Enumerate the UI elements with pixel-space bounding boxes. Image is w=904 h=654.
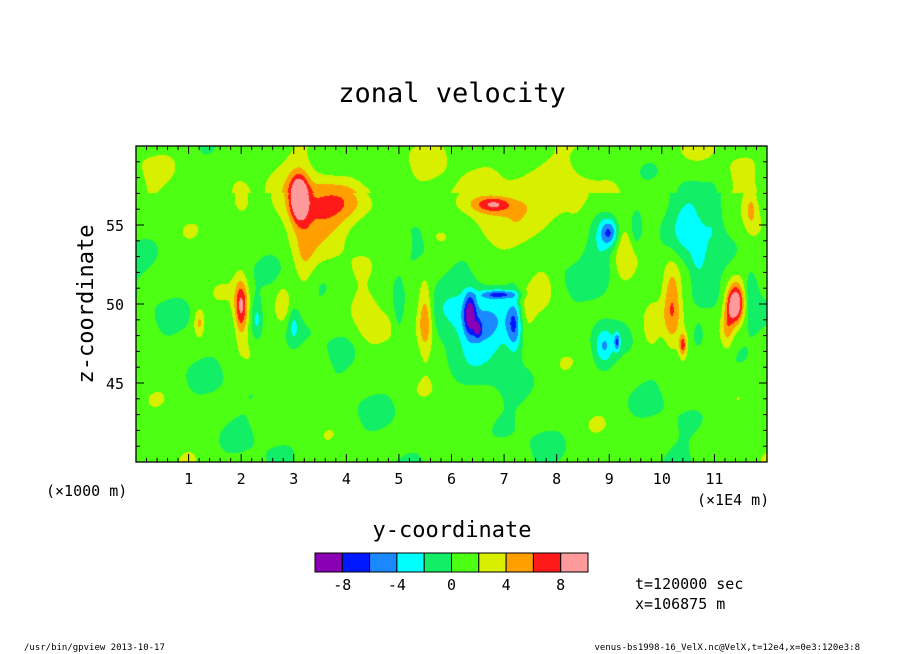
colorbar-swatch — [560, 552, 589, 573]
x-tick-label: 11 — [705, 470, 723, 488]
y-tick-label: 45 — [106, 375, 124, 393]
colorbar-swatch — [314, 552, 343, 573]
position-info: x=106875 m — [635, 595, 725, 613]
x-tick-label: 6 — [447, 470, 456, 488]
colorbar-label: -4 — [388, 576, 406, 594]
colorbar-swatch — [369, 552, 398, 573]
x-tick-label: 5 — [394, 470, 403, 488]
heatmap-field — [136, 146, 767, 462]
colorbar-swatch — [478, 552, 507, 573]
footer-left: /usr/bin/gpview 2013-10-17 — [24, 643, 165, 653]
x-tick-label: 3 — [289, 470, 298, 488]
colorbar-label: 4 — [502, 576, 511, 594]
colorbar-swatch — [451, 552, 480, 573]
chart-title: zonal velocity — [338, 78, 566, 109]
colorbar-labels: -8 -4 0 4 8 — [333, 576, 565, 594]
footer-right: venus-bs1998-16_VelX.nc@VelX,t=12e4,x=0e… — [594, 643, 860, 653]
colorbar-label: -8 — [333, 576, 351, 594]
x-tick-label: 7 — [500, 470, 509, 488]
x-tick-label: 8 — [552, 470, 561, 488]
x-tick-label: 4 — [342, 470, 351, 488]
x-tick-label: 9 — [605, 470, 614, 488]
heatmap-raster — [136, 146, 767, 462]
x-axis-scale-note: (×1E4 m) — [697, 491, 769, 509]
colorbar-swatch — [396, 552, 425, 573]
colorbar-swatch — [341, 552, 371, 573]
colorbar-swatch — [423, 552, 453, 573]
x-tick-label: 2 — [237, 470, 246, 488]
x-tick-label: 1 — [184, 470, 193, 488]
time-info: t=120000 sec — [635, 575, 743, 593]
colorbar-swatch — [505, 552, 534, 573]
colorbar-swatch — [532, 552, 562, 573]
y-axis-ticks: 45 50 55 — [106, 145, 767, 463]
y-axis-scale-note: (×1000 m) — [46, 482, 127, 500]
y-axis-label: z-coordinate — [74, 225, 99, 384]
colorbar — [314, 552, 589, 573]
colorbar-label: 0 — [447, 576, 456, 594]
x-axis-label: y-coordinate — [373, 518, 532, 543]
x-tick-label: 10 — [653, 470, 671, 488]
colorbar-label: 8 — [556, 576, 565, 594]
y-tick-label: 55 — [106, 217, 124, 235]
x-axis-ticks: 1 2 3 4 5 6 7 8 9 10 11 — [135, 146, 768, 488]
y-tick-label: 50 — [106, 296, 124, 314]
